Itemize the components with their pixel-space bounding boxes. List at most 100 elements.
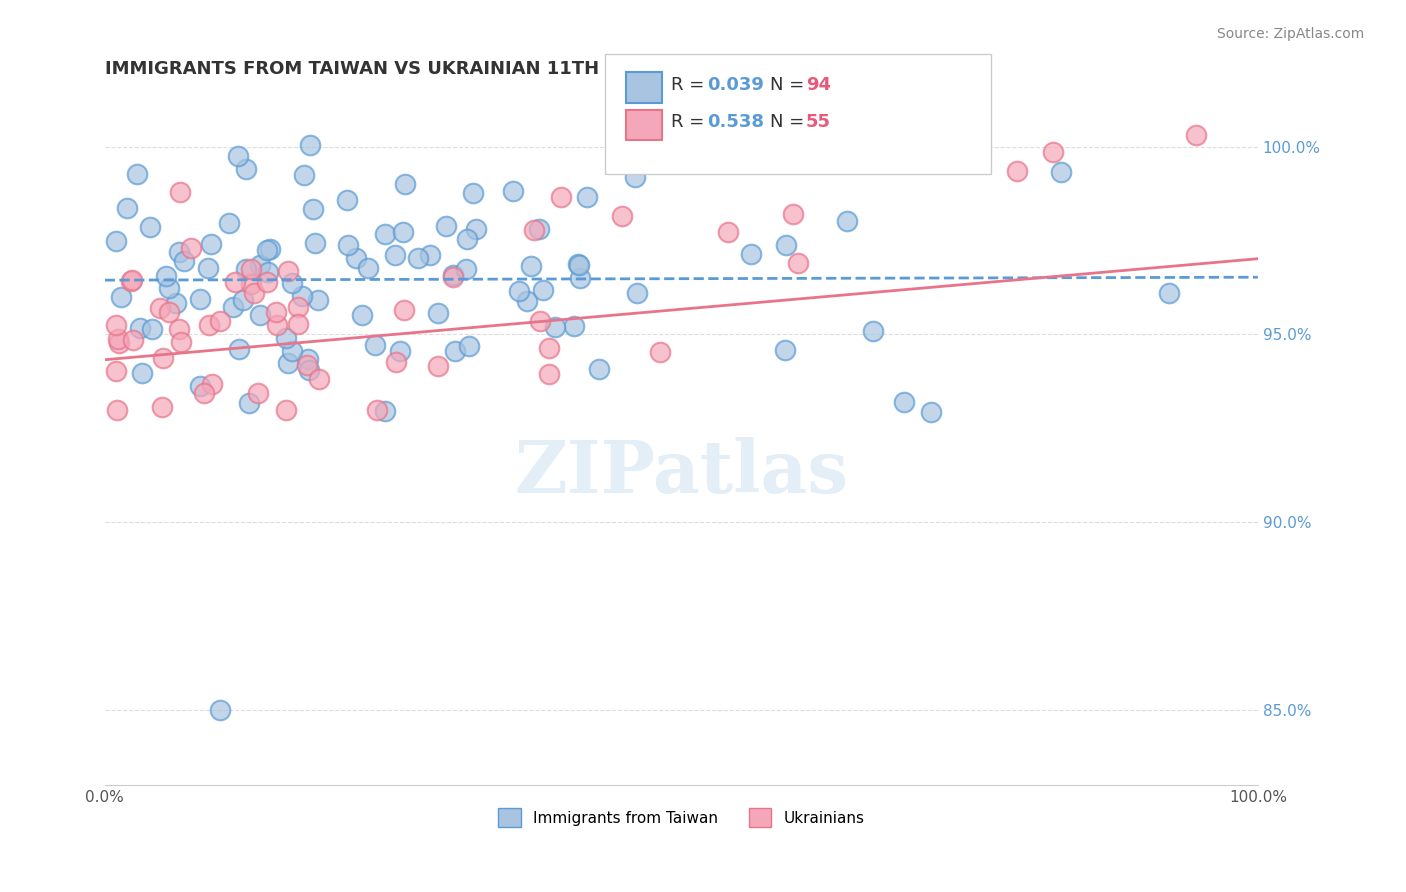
Point — [287, 300, 309, 314]
Point — [224, 275, 246, 289]
Point — [105, 234, 128, 248]
Point — [441, 269, 464, 284]
Point — [626, 285, 648, 300]
Point — [394, 177, 416, 191]
Point — [337, 238, 360, 252]
Point — [373, 227, 395, 241]
Point — [456, 232, 478, 246]
Point — [648, 345, 671, 359]
Point — [385, 355, 408, 369]
Point — [249, 258, 271, 272]
Point — [308, 372, 330, 386]
Point — [457, 339, 479, 353]
Point — [389, 343, 412, 358]
Point — [240, 277, 263, 291]
Point — [384, 248, 406, 262]
Point — [575, 190, 598, 204]
Point — [544, 319, 567, 334]
Point — [259, 242, 281, 256]
Text: R =: R = — [671, 76, 710, 94]
Point — [249, 308, 271, 322]
Point — [775, 238, 797, 252]
Point — [197, 260, 219, 275]
Point — [336, 193, 359, 207]
Point — [441, 268, 464, 282]
Point — [1005, 164, 1028, 178]
Point — [567, 257, 589, 271]
Point — [550, 190, 572, 204]
Point — [266, 318, 288, 332]
Point — [247, 385, 270, 400]
Point — [740, 247, 762, 261]
Point — [235, 161, 257, 176]
Point — [238, 396, 260, 410]
Point — [568, 258, 591, 272]
Point — [1159, 286, 1181, 301]
Point — [167, 245, 190, 260]
Point — [277, 356, 299, 370]
Point — [281, 276, 304, 290]
Point — [239, 262, 262, 277]
Point — [529, 222, 551, 236]
Text: 94: 94 — [806, 76, 831, 94]
Point — [107, 335, 129, 350]
Point — [170, 335, 193, 350]
Point — [152, 351, 174, 365]
Point — [1343, 126, 1365, 140]
Point — [920, 405, 942, 419]
Text: 55: 55 — [806, 113, 831, 131]
Point — [117, 201, 139, 215]
Point — [208, 703, 231, 717]
Point — [139, 220, 162, 235]
Point — [121, 273, 143, 287]
Point — [105, 402, 128, 417]
Point — [276, 402, 298, 417]
Point — [228, 342, 250, 356]
Point — [529, 313, 551, 327]
Point — [243, 285, 266, 300]
Point — [107, 332, 129, 346]
Point — [157, 305, 180, 319]
Point — [1184, 128, 1206, 143]
Point — [222, 300, 245, 314]
Point — [1050, 165, 1073, 179]
Point — [374, 404, 396, 418]
Point — [624, 169, 647, 184]
Point — [717, 225, 740, 239]
Point — [364, 337, 387, 351]
Point — [588, 361, 610, 376]
Point — [150, 400, 173, 414]
Point — [454, 261, 477, 276]
Point — [277, 264, 299, 278]
Text: Source: ZipAtlas.com: Source: ZipAtlas.com — [1216, 27, 1364, 41]
Point — [193, 385, 215, 400]
Point — [105, 364, 128, 378]
Text: IMMIGRANTS FROM TAIWAN VS UKRAINIAN 11TH GRADE CORRELATION CHART: IMMIGRANTS FROM TAIWAN VS UKRAINIAN 11TH… — [104, 60, 896, 78]
Point — [257, 265, 280, 279]
Point — [426, 359, 449, 373]
Point — [787, 256, 810, 270]
Point — [461, 186, 484, 200]
Point — [773, 343, 796, 357]
Point — [235, 261, 257, 276]
Point — [523, 223, 546, 237]
Point — [350, 308, 373, 322]
Point — [502, 184, 524, 198]
Point — [1326, 162, 1348, 177]
Point — [198, 318, 221, 332]
Point — [537, 341, 560, 355]
Point — [1042, 145, 1064, 160]
Point — [434, 219, 457, 233]
Point — [610, 209, 633, 223]
Point — [782, 207, 804, 221]
Text: 0.039: 0.039 — [707, 76, 763, 94]
Point — [201, 377, 224, 392]
Point — [837, 213, 859, 227]
Point — [344, 252, 367, 266]
Legend: Immigrants from Taiwan, Ukrainians: Immigrants from Taiwan, Ukrainians — [492, 802, 870, 833]
Text: ZIPatlas: ZIPatlas — [515, 437, 848, 508]
Point — [157, 280, 180, 294]
Point — [569, 271, 592, 285]
Point — [419, 247, 441, 261]
Point — [105, 318, 128, 332]
